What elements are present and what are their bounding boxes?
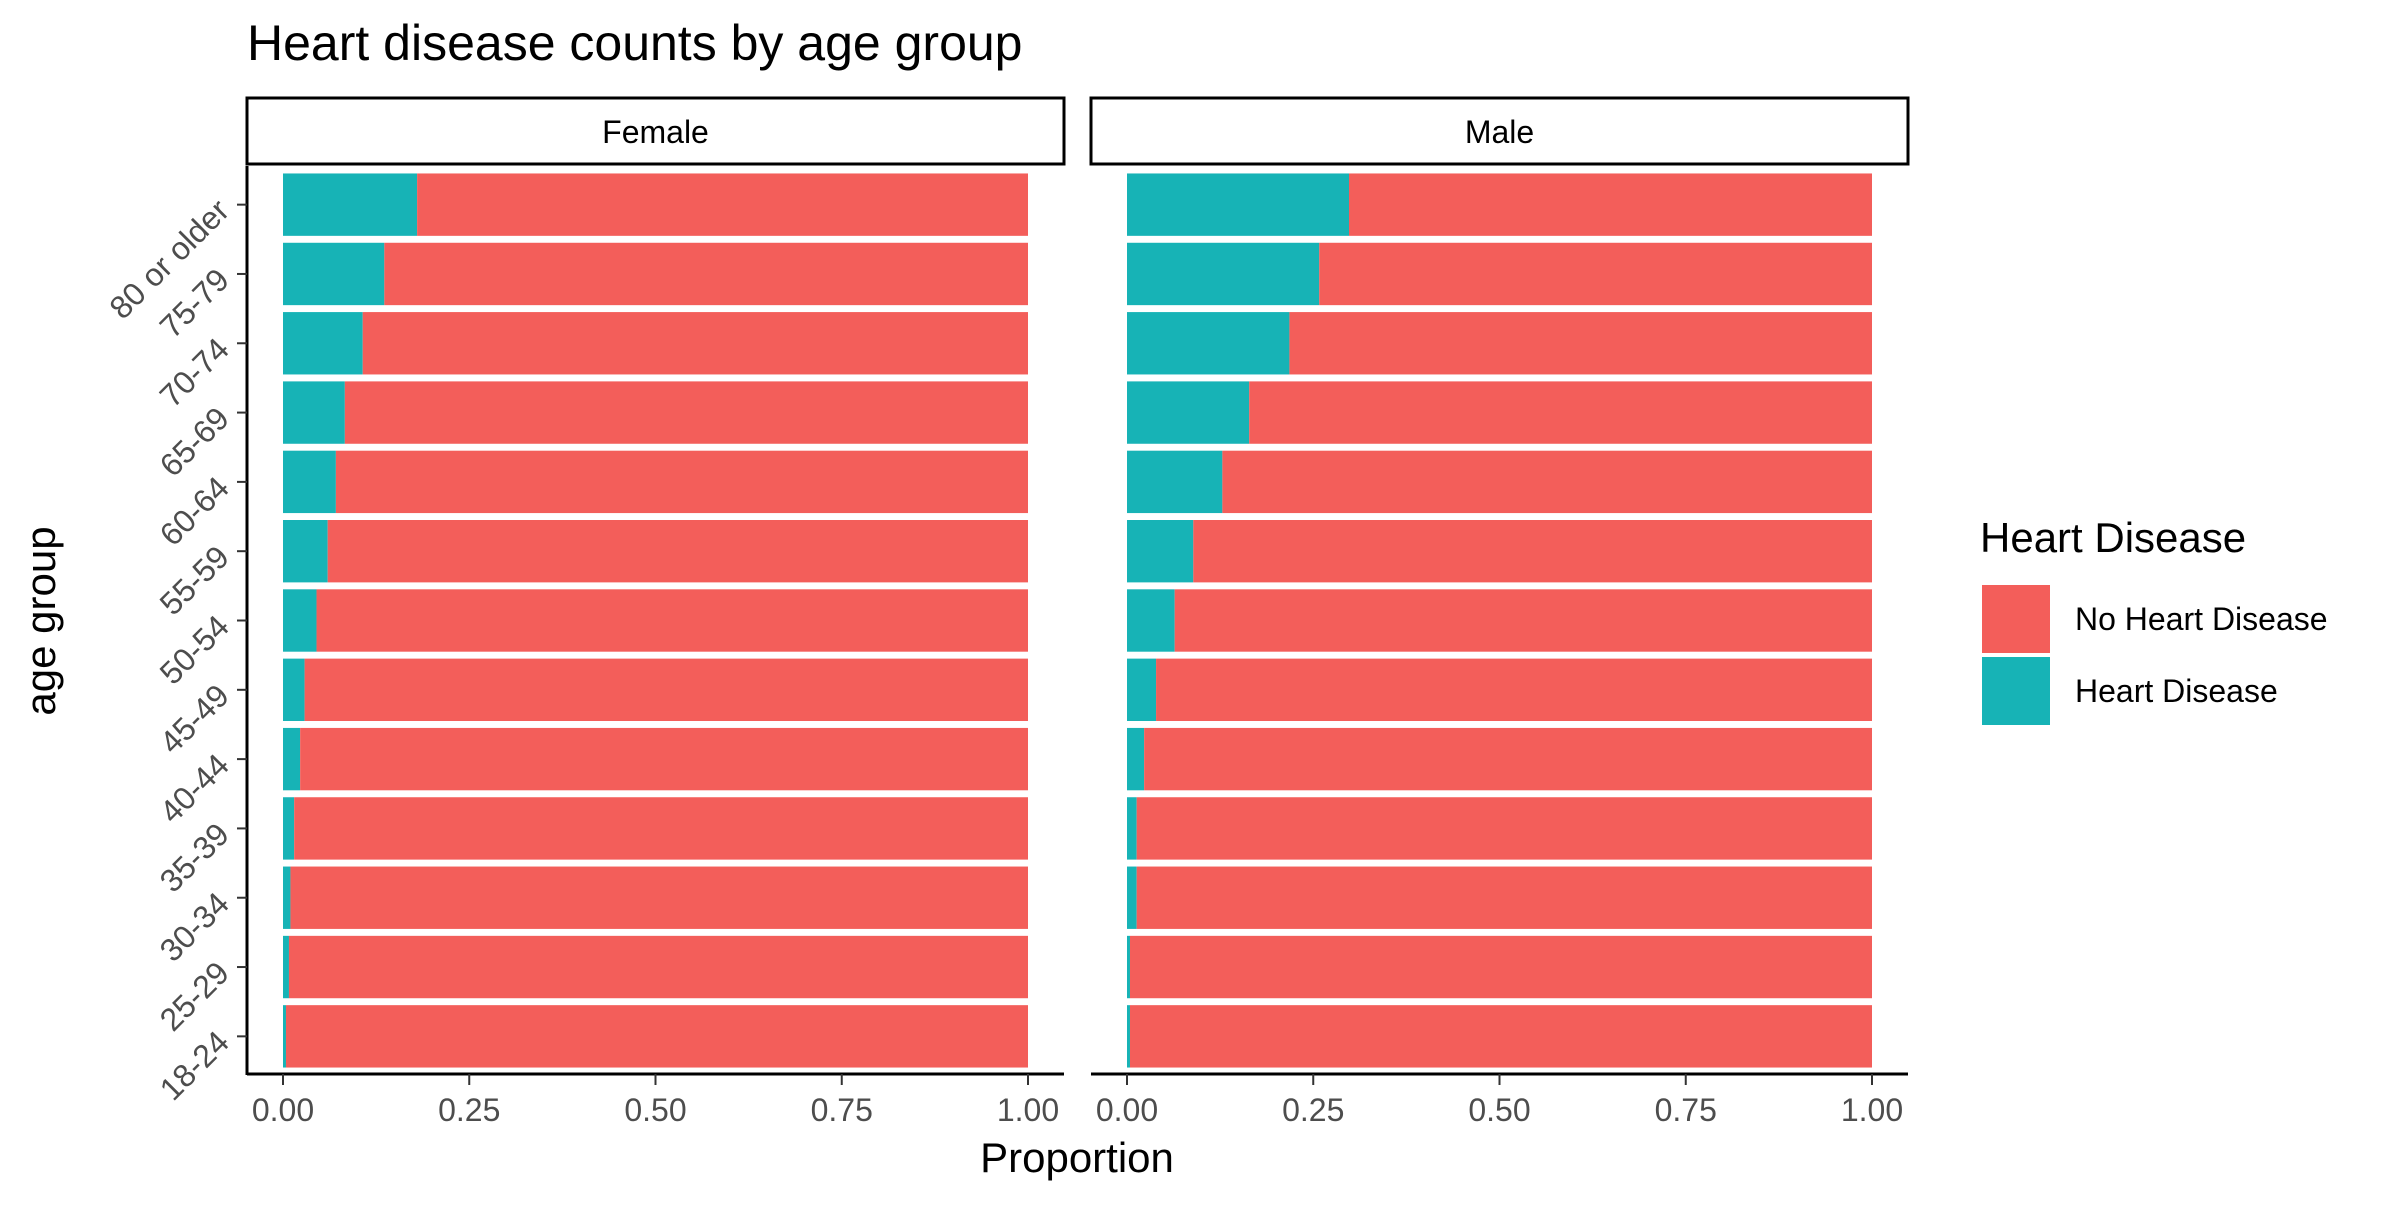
legend-label-no-heart-disease: No Heart Disease	[2075, 601, 2328, 637]
x-tick-label: 0.25	[1282, 1092, 1344, 1128]
bar-heart-disease-female-70-74	[283, 312, 363, 375]
bar-heart-disease-male-18-24	[1127, 1005, 1130, 1068]
bar-no-heart-disease-male-25-29	[1129, 935, 1872, 999]
bar-heart-disease-female-75-79	[283, 242, 385, 306]
y-axis: 18-2425-2930-3435-3940-4445-4950-5455-59…	[102, 166, 249, 1107]
bar-no-heart-disease-female-55-59	[327, 520, 1028, 583]
bar-no-heart-disease-male-18-24	[1129, 1005, 1872, 1068]
legend-label-heart-disease: Heart Disease	[2075, 673, 2278, 709]
bar-heart-disease-male-70-74	[1127, 312, 1290, 375]
bar-heart-disease-female-30-34	[283, 866, 291, 929]
x-tick-label: 0.50	[624, 1092, 686, 1128]
bar-no-heart-disease-female-50-54	[316, 589, 1028, 652]
facet-strip-female	[245, 96, 1066, 166]
y-tick-label: 65-69	[153, 400, 236, 483]
bar-heart-disease-male-55-59	[1127, 520, 1194, 583]
bar-no-heart-disease-female-80-or-older	[417, 173, 1029, 236]
bar-heart-disease-male-50-54	[1127, 589, 1175, 652]
y-tick-label: 40-44	[153, 747, 236, 830]
bar-heart-disease-female-45-49	[283, 658, 305, 721]
panel-male: Male 0.00 0.25 0.50 0.75 1.00	[1089, 96, 1910, 1128]
bar-no-heart-disease-male-75-79	[1319, 242, 1872, 306]
bar-heart-disease-female-35-39	[283, 797, 295, 860]
bar-heart-disease-female-18-24	[283, 1005, 286, 1068]
bar-heart-disease-female-60-64	[283, 450, 336, 514]
bar-no-heart-disease-female-65-69	[344, 381, 1029, 444]
bar-no-heart-disease-female-75-79	[384, 242, 1028, 306]
y-tick-label: 50-54	[153, 608, 236, 691]
bar-heart-disease-male-45-49	[1127, 658, 1157, 721]
y-axis-title: age group	[17, 526, 64, 715]
bar-heart-disease-male-35-39	[1127, 797, 1137, 860]
bar-heart-disease-male-75-79	[1127, 242, 1320, 306]
bar-no-heart-disease-female-30-34	[290, 866, 1028, 929]
bar-heart-disease-female-65-69	[283, 381, 345, 444]
facet-label-female: Female	[602, 114, 709, 150]
x-tick-label: 0.25	[438, 1092, 500, 1128]
y-tick-label: 30-34	[153, 885, 236, 968]
facet-label-male: Male	[1465, 114, 1534, 150]
bar-no-heart-disease-male-70-74	[1289, 312, 1872, 375]
bar-heart-disease-male-80-or-older	[1127, 173, 1350, 236]
x-tick-label: 0.00	[252, 1092, 314, 1128]
bar-no-heart-disease-male-60-64	[1222, 450, 1872, 514]
y-tick-label: 18-24	[153, 1024, 236, 1107]
x-axis-title: Proportion	[980, 1134, 1174, 1181]
y-tick-label: 55-59	[153, 539, 236, 622]
bar-heart-disease-female-25-29	[283, 935, 289, 999]
bar-no-heart-disease-male-65-69	[1249, 381, 1872, 444]
bar-heart-disease-female-40-44	[283, 727, 301, 791]
bar-no-heart-disease-female-35-39	[294, 797, 1028, 860]
bar-no-heart-disease-female-60-64	[335, 450, 1028, 514]
y-tick-label: 45-49	[153, 677, 236, 760]
y-tick-label: 35-39	[153, 816, 236, 899]
bar-no-heart-disease-male-35-39	[1136, 797, 1872, 860]
bar-no-heart-disease-male-45-49	[1156, 658, 1872, 721]
bar-no-heart-disease-male-80-or-older	[1349, 173, 1872, 236]
bar-no-heart-disease-female-18-24	[285, 1005, 1029, 1068]
bar-no-heart-disease-male-30-34	[1136, 866, 1872, 929]
bar-no-heart-disease-female-40-44	[300, 727, 1028, 791]
y-tick-label: 70-74	[153, 331, 236, 414]
legend-key-no-heart-disease	[1982, 585, 2050, 653]
y-tick-label: 25-29	[153, 955, 236, 1038]
facet-strip-male	[1089, 96, 1910, 166]
panels-layer: Female 0.00 0.25 0.50 0.75 1.00 Male 0.00 0.25 0.…	[245, 96, 1910, 1128]
legend: No Heart Disease Heart Disease	[1982, 585, 2328, 725]
bar-no-heart-disease-female-45-49	[304, 658, 1029, 721]
bar-no-heart-disease-male-50-54	[1174, 589, 1872, 652]
x-tick-label: 0.50	[1468, 1092, 1530, 1128]
bar-no-heart-disease-male-55-59	[1193, 520, 1872, 583]
bar-no-heart-disease-female-70-74	[362, 312, 1029, 375]
bar-heart-disease-male-25-29	[1127, 935, 1130, 999]
bar-heart-disease-female-50-54	[283, 589, 317, 652]
bar-heart-disease-male-40-44	[1127, 727, 1145, 791]
panel-female: Female 0.00 0.25 0.50 0.75 1.00	[245, 96, 1066, 1128]
bar-heart-disease-male-30-34	[1127, 866, 1137, 929]
chart-title: Heart disease counts by age group	[247, 15, 1023, 71]
x-tick-label: 0.00	[1096, 1092, 1158, 1128]
bar-heart-disease-female-55-59	[283, 520, 328, 583]
bar-no-heart-disease-female-25-29	[288, 935, 1029, 999]
legend-key-heart-disease	[1982, 657, 2050, 725]
x-tick-label: 0.75	[1655, 1092, 1717, 1128]
x-tick-label: 1.00	[1841, 1092, 1903, 1128]
x-tick-label: 1.00	[997, 1092, 1059, 1128]
bar-heart-disease-female-80-or-older	[283, 173, 418, 236]
bar-no-heart-disease-male-40-44	[1144, 727, 1872, 791]
bar-heart-disease-male-60-64	[1127, 450, 1223, 514]
legend-title: Heart Disease	[1980, 514, 2246, 561]
y-tick-label: 60-64	[153, 469, 236, 552]
bar-heart-disease-male-65-69	[1127, 381, 1250, 444]
x-tick-label: 0.75	[811, 1092, 873, 1128]
